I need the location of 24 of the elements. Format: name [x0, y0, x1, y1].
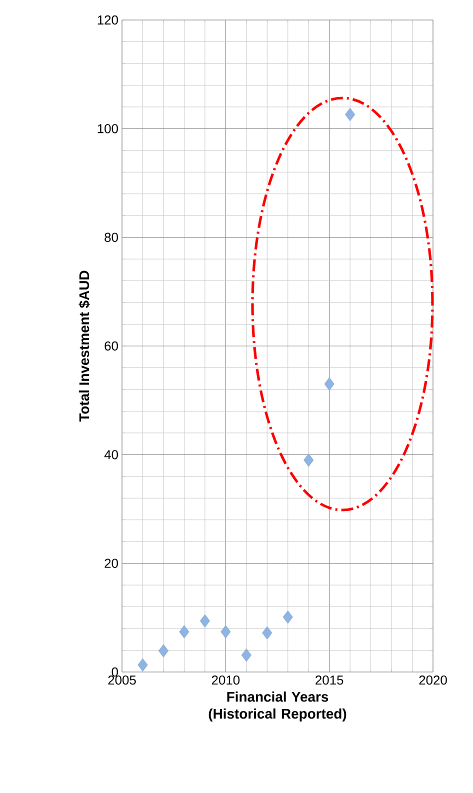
point [138, 658, 148, 672]
y-tick-label: 40 [104, 450, 118, 460]
point [158, 644, 169, 658]
point [179, 625, 190, 638]
x-tick-label: 2010 [212, 676, 240, 685]
point [220, 625, 231, 638]
y-tick-label: 20 [104, 558, 118, 568]
point [345, 108, 356, 122]
y-axis-title: Total Investment $AUD [78, 270, 90, 422]
y-tick-label: 120 [98, 15, 118, 25]
point [200, 614, 210, 628]
point [324, 377, 334, 391]
point [241, 648, 252, 662]
y-tick-label: 60 [104, 341, 118, 351]
x-tick-label: 2015 [316, 676, 344, 685]
x-axis-title: Financial Years (Historical Reported) [208, 692, 346, 722]
x-tick-label: 2020 [419, 676, 447, 685]
y-tick-label: 0 [112, 667, 118, 677]
y-tick-label: 100 [98, 124, 118, 134]
point [304, 453, 314, 467]
point [282, 610, 293, 624]
y-tick-label: 80 [104, 232, 118, 242]
x-tick-label: 2005 [108, 676, 136, 685]
point [262, 626, 272, 640]
